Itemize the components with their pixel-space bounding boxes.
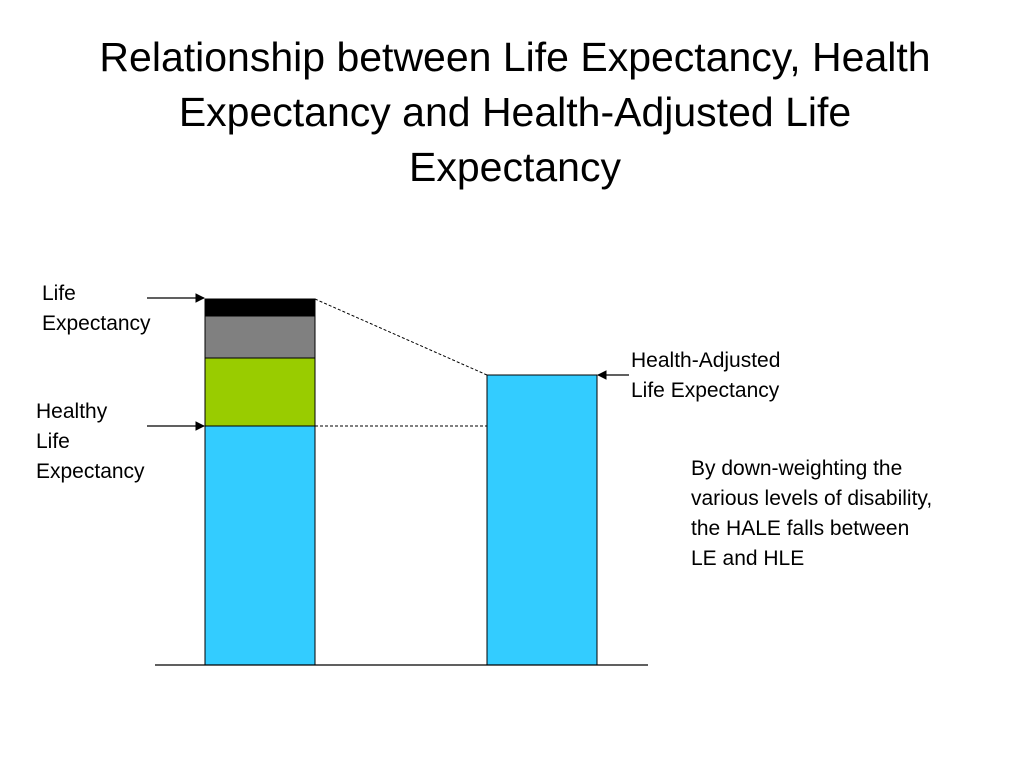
healthy-life-expectancy-label: Healthy Life Expectancy: [36, 397, 145, 487]
life-expectancy-label-line-2: Expectancy: [42, 312, 151, 335]
slide-title: Relationship between Life Expectancy, He…: [30, 30, 1000, 195]
hale-bar: [486, 374, 598, 666]
note-line-3: the HALE falls between: [691, 517, 910, 540]
moderate-disability-segment: [204, 315, 316, 359]
hale-label-line-2: Life Expectancy: [631, 379, 780, 402]
healthy-segment: [204, 425, 316, 666]
healthy-life-expectancy-label-line-1: Healthy: [36, 400, 108, 423]
hale-label-line-1: Health-Adjusted: [631, 349, 781, 372]
title-line-3: Expectancy: [409, 144, 621, 190]
note-line-2: various levels of disability,: [691, 487, 933, 510]
healthy-life-expectancy-label-line-3: Expectancy: [36, 460, 145, 483]
note-line-4: LE and HLE: [691, 547, 805, 570]
hale-label: Health-Adjusted Life Expectancy: [631, 346, 780, 406]
title-line-1: Relationship between Life Expectancy, He…: [99, 34, 931, 80]
le-stacked-bar: [204, 298, 316, 666]
mild-disability-segment: [204, 357, 316, 427]
severe-disability-segment: [204, 298, 316, 317]
healthy-life-expectancy-label-line-2: Life: [36, 430, 70, 453]
title-line-2: Expectancy and Health-Adjusted Life: [178, 89, 852, 135]
life-expectancy-label: Life Expectancy: [42, 279, 151, 339]
note-line-1: By down-weighting the: [691, 457, 903, 480]
hale-explanation-note: By down-weighting the various levels of …: [691, 454, 932, 574]
life-expectancy-label-line-1: Life: [42, 282, 76, 305]
le-connector-dashed: [314, 298, 488, 376]
